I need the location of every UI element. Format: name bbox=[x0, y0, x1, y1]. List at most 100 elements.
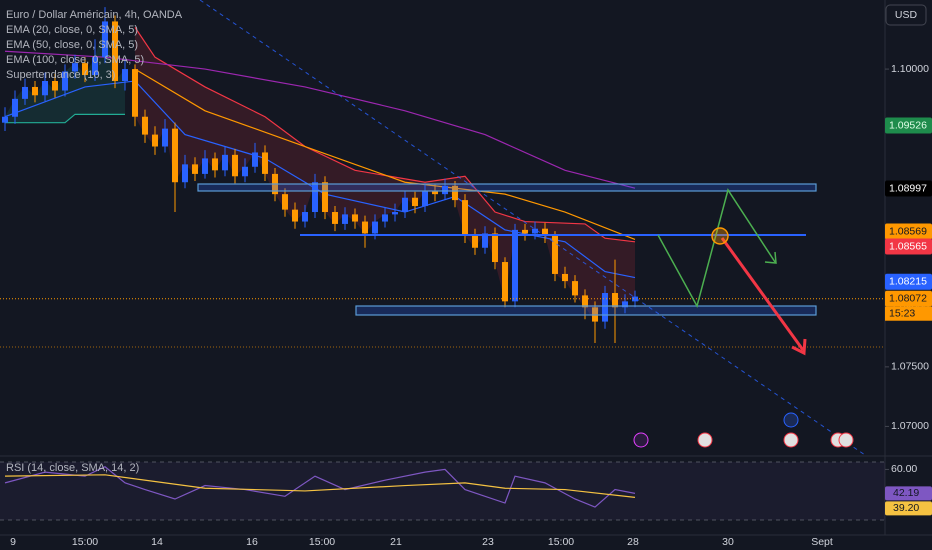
rsi-sma-line bbox=[4, 474, 636, 498]
price-badge bbox=[885, 290, 932, 307]
arrow-head bbox=[764, 251, 777, 264]
candle-body bbox=[222, 154, 228, 171]
bear-arrow bbox=[720, 237, 805, 351]
x-tick-label: 16 bbox=[246, 536, 258, 548]
zone-box bbox=[355, 305, 817, 316]
supertrend-fill bbox=[135, 27, 635, 322]
candle-body bbox=[582, 295, 588, 308]
legend-entry: EMA (20, close, 0, SMA, 5) bbox=[6, 24, 138, 36]
candle-body bbox=[162, 128, 168, 147]
legend-entry: EMA (50, close, 0, SMA, 5) bbox=[6, 39, 138, 51]
x-tick-label: Sept bbox=[811, 536, 833, 548]
rsi-badge-label: 42.19 bbox=[893, 487, 919, 499]
candle-body bbox=[212, 158, 218, 171]
candle-body bbox=[32, 86, 38, 96]
candle-body bbox=[632, 296, 638, 302]
x-tick-label: 9 bbox=[10, 536, 16, 548]
price-badge-label: 1.08072 bbox=[889, 293, 927, 305]
candle-body bbox=[412, 197, 418, 207]
candle-body bbox=[492, 233, 498, 263]
rsi-pane: 60.00 42.19 39.20 bbox=[4, 463, 932, 516]
axis-overlay: 1.100001.095001.090001.085001.080001.075… bbox=[885, 63, 932, 432]
candle-body bbox=[482, 233, 488, 248]
candle-body bbox=[512, 229, 518, 302]
candle-body bbox=[562, 273, 568, 282]
currency-label[interactable]: USD bbox=[895, 9, 918, 21]
candle-body bbox=[82, 63, 88, 76]
candle-body bbox=[92, 57, 98, 76]
legend-entry: EMA (100, close, 0, SMA, 5) bbox=[6, 54, 144, 66]
candle-body bbox=[202, 158, 208, 174]
candle-body bbox=[342, 214, 348, 224]
trend-line bbox=[199, 0, 866, 456]
rsi-legend: RSI (14, close, SMA, 14, 2) bbox=[6, 462, 139, 474]
candle-body bbox=[332, 212, 338, 224]
candle-body bbox=[472, 235, 478, 248]
candle-body bbox=[132, 69, 138, 117]
x-tick-label: 28 bbox=[627, 536, 639, 548]
candle-body bbox=[72, 63, 78, 72]
chart-title: Euro / Dollar Américain, 4h, OANDA bbox=[6, 9, 183, 21]
x-tick-label: 30 bbox=[722, 536, 734, 548]
currency-button[interactable] bbox=[885, 4, 927, 26]
legend-entry: Supertendance (10, 3) bbox=[6, 69, 115, 81]
x-tick-label: 23 bbox=[482, 536, 494, 548]
candle-body bbox=[382, 214, 388, 222]
candle-body bbox=[352, 214, 358, 222]
price-badge-label: 1.09526 bbox=[889, 119, 927, 131]
countdown: 15:23 bbox=[889, 308, 915, 320]
candle-body bbox=[242, 166, 248, 177]
ema-line bbox=[134, 68, 636, 240]
candle-body bbox=[292, 209, 298, 222]
zone-box bbox=[197, 183, 817, 192]
candle-body bbox=[172, 128, 178, 183]
candle-body bbox=[122, 69, 128, 81]
x-tick-label: 15:00 bbox=[72, 536, 98, 548]
candle-body bbox=[542, 228, 548, 236]
candle-body bbox=[42, 80, 48, 96]
x-tick-label: 15:00 bbox=[548, 536, 574, 548]
rsi-badge bbox=[885, 486, 932, 501]
candle-body bbox=[12, 98, 18, 117]
candle-body bbox=[102, 21, 108, 58]
candle-body bbox=[262, 152, 268, 174]
candle-body bbox=[362, 221, 368, 234]
y-tick-label: 1.07500 bbox=[891, 361, 929, 373]
candle-body bbox=[62, 71, 68, 91]
event-icon[interactable] bbox=[783, 432, 799, 448]
candle-body bbox=[552, 235, 558, 274]
candle-body bbox=[502, 262, 508, 302]
supertrend-line bbox=[5, 113, 125, 124]
ema-line bbox=[4, 50, 636, 189]
price-badge-label: 1.08997 bbox=[889, 182, 927, 194]
x-tick-label: 21 bbox=[390, 536, 402, 548]
event-icon[interactable] bbox=[783, 412, 799, 428]
event-icon[interactable] bbox=[633, 432, 649, 448]
candle-body bbox=[612, 293, 618, 308]
projection-path bbox=[657, 188, 776, 308]
event-icon[interactable] bbox=[838, 432, 854, 448]
candle-body bbox=[152, 134, 158, 147]
x-tick-label: 14 bbox=[151, 536, 163, 548]
candle-body bbox=[182, 164, 188, 183]
candle-body bbox=[372, 221, 378, 234]
price-badge bbox=[885, 223, 932, 240]
price-badge bbox=[885, 180, 932, 197]
main-pane bbox=[0, 7, 885, 344]
candle-body bbox=[252, 152, 258, 167]
rsi-band bbox=[0, 462, 885, 520]
candle-body bbox=[452, 185, 458, 201]
y-tick-label: 1.07000 bbox=[891, 420, 929, 432]
ema-line bbox=[4, 80, 636, 279]
price-badge-label: 1.08569 bbox=[889, 225, 927, 237]
candle-body bbox=[392, 212, 398, 215]
candle-body bbox=[622, 301, 628, 308]
candle-body bbox=[282, 194, 288, 210]
candle-body bbox=[532, 228, 538, 234]
event-icon[interactable] bbox=[697, 432, 713, 448]
rsi-tick-label: 60.00 bbox=[891, 463, 917, 475]
candle-body bbox=[602, 293, 608, 322]
candle-body bbox=[322, 182, 328, 213]
rsi-badge bbox=[885, 501, 932, 516]
